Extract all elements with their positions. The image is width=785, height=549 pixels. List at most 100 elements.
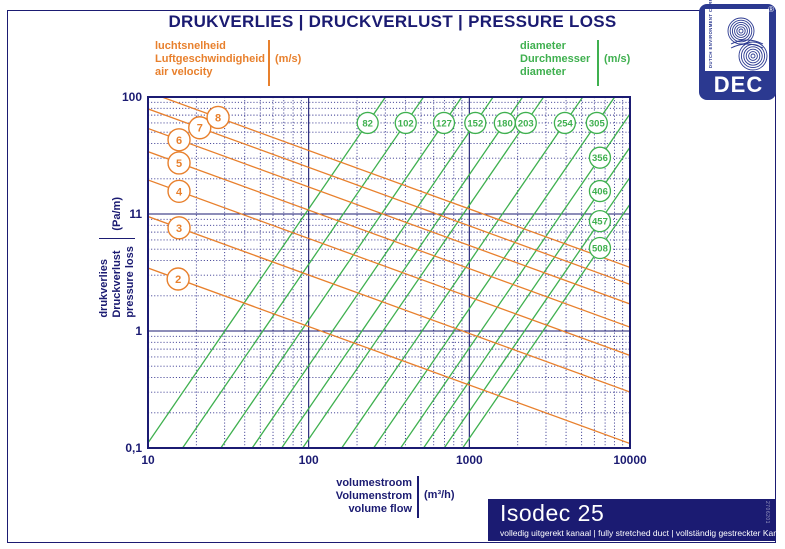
diameter-legend-unit: (m/s) [604, 53, 631, 65]
velocity-line-4 [148, 179, 630, 357]
velocity-legend-line-de: Luftgeschwindigheid [155, 53, 265, 65]
x-tick-label: 10000 [613, 453, 647, 467]
diameter-line-82 [148, 97, 387, 444]
diameter-line-356 [399, 113, 630, 448]
x-tick-label: 100 [299, 453, 319, 467]
diameter-label-value: 457 [592, 217, 608, 228]
product-subtitle: volledig uitgerekt kanaal | fully stretc… [500, 528, 785, 538]
y-tick-label: 1 [135, 324, 142, 338]
diameter-legend: diameter Durchmesser diameter (m/s) [520, 40, 630, 86]
y-axis-title-divider [99, 237, 135, 240]
diameter-line-508 [461, 203, 630, 448]
document-code: 2706201 [764, 501, 770, 524]
velocity-label-value: 2 [175, 274, 181, 286]
diameter-label-value: 356 [592, 153, 608, 164]
logo-corporation-text: DUTCH ENVIRONMENT CORPORATION [708, 0, 713, 68]
y-axis-unit: (Pa/m) [111, 197, 123, 231]
diameter-label-circle [585, 111, 608, 135]
diameter-label-circle [464, 111, 487, 135]
velocity-legend-unit: (m/s) [275, 53, 302, 65]
diameter-label-value: 127 [436, 118, 452, 129]
velocity-label-value: 4 [176, 186, 183, 198]
x-axis-title-de: Volumenstrom [335, 490, 412, 502]
x-axis-title-divider [417, 476, 419, 518]
y-axis-title-en: pressure loss [123, 246, 136, 318]
velocity-label-circle [167, 128, 191, 152]
diameter-label-circle [432, 111, 456, 135]
product-name: Isodec 25 [500, 500, 605, 526]
velocity-label-value: 8 [215, 112, 221, 124]
diameter-label-circle [588, 209, 612, 233]
velocity-line-7 [148, 108, 630, 286]
diameter-label-value: 508 [592, 244, 608, 255]
diameter-line-457 [443, 176, 630, 448]
diameter-label-circle [553, 111, 577, 135]
y-axis-title-nl: drukverlies [97, 258, 110, 318]
diameter-legend-line-en: diameter [520, 66, 566, 78]
diameter-line-406 [422, 146, 630, 448]
velocity-label-value: 5 [176, 158, 182, 170]
y-tick-label: 11 [129, 207, 142, 221]
diameter-line-127 [220, 97, 463, 448]
diameter-line-102 [181, 97, 425, 448]
y-tick-label: 100 [122, 90, 142, 104]
diameter-legend-line-de: Durchmesser [520, 53, 591, 65]
plot-frame [147, 96, 631, 449]
page-border [7, 10, 776, 543]
velocity-label-circle [167, 179, 191, 203]
x-axis-title-en: volume flow [348, 503, 412, 515]
velocity-label-value: 6 [176, 135, 182, 147]
diameter-label-circle [514, 111, 537, 135]
grid [148, 97, 630, 448]
velocity-labels: 2 3 4 5 6 78 [166, 105, 230, 291]
velocity-label-value: 3 [176, 223, 182, 235]
diameter-label-circle [588, 146, 612, 169]
velocity-line-2 [148, 267, 630, 445]
dec-logo: DUTCH ENVIRONMENT CORPORATION DEC ® [699, 0, 776, 100]
logo-panel [705, 9, 769, 71]
diameter-label-circle [394, 111, 417, 135]
diameter-label-value: 152 [467, 118, 483, 129]
velocity-legend-line-nl: luchtsnelheid [155, 40, 226, 52]
y-tick-label: 0,1 [125, 441, 142, 455]
y-axis-title-de: Druckverlust [110, 250, 123, 318]
diameter-lines [148, 97, 630, 448]
diameter-label-value: 406 [592, 187, 608, 198]
velocity-label-circle [167, 151, 191, 175]
x-axis-unit: (m³/h) [424, 489, 455, 501]
y-axis-title: drukverlies Druckverlust pressure loss (… [94, 197, 140, 357]
diameter-label-value: 254 [557, 118, 574, 129]
diameter-label-circle [588, 179, 612, 203]
velocity-label-circle [167, 216, 191, 240]
diameter-legend-line-nl: diameter [520, 40, 566, 52]
x-tick-label: 1000 [456, 453, 483, 467]
velocity-line-6 [148, 127, 630, 305]
diameter-label-circle [356, 111, 379, 135]
registered-trademark-icon: ® [768, 5, 774, 14]
velocity-label-circle [188, 116, 212, 140]
diameter-line-305 [372, 97, 616, 448]
velocity-line-3 [148, 215, 630, 393]
velocity-label-circle [166, 267, 190, 291]
velocity-lines [148, 97, 630, 445]
diameter-line-203 [301, 97, 545, 448]
velocity-legend: luchtsnelheid Luftgeschwindigheid air ve… [155, 40, 301, 86]
diameter-label-value: 203 [518, 118, 534, 129]
diameter-legend-divider [597, 40, 599, 86]
diameter-line-152 [251, 97, 494, 448]
x-axis-title-nl: volumestroom [336, 477, 412, 489]
logo-dec-text: DEC [713, 72, 764, 97]
logo-swirl-icon [727, 17, 768, 71]
diameter-line-180 [280, 97, 524, 448]
diameter-label-value: 102 [398, 118, 414, 129]
velocity-label-circle [206, 105, 230, 130]
diameter-line-254 [340, 97, 584, 448]
diameter-label-value: 82 [362, 118, 373, 129]
diameter-labels: 82 102 127 152 180 203 254 305 356 406 457 508 [356, 111, 612, 260]
velocity-label-value: 7 [197, 123, 203, 135]
diameter-label-circle [588, 236, 612, 260]
page-title: DRUKVERLIES | DRUCKVERLUST | PRESSURE LO… [168, 12, 617, 31]
x-tick-label: 10 [141, 453, 155, 467]
